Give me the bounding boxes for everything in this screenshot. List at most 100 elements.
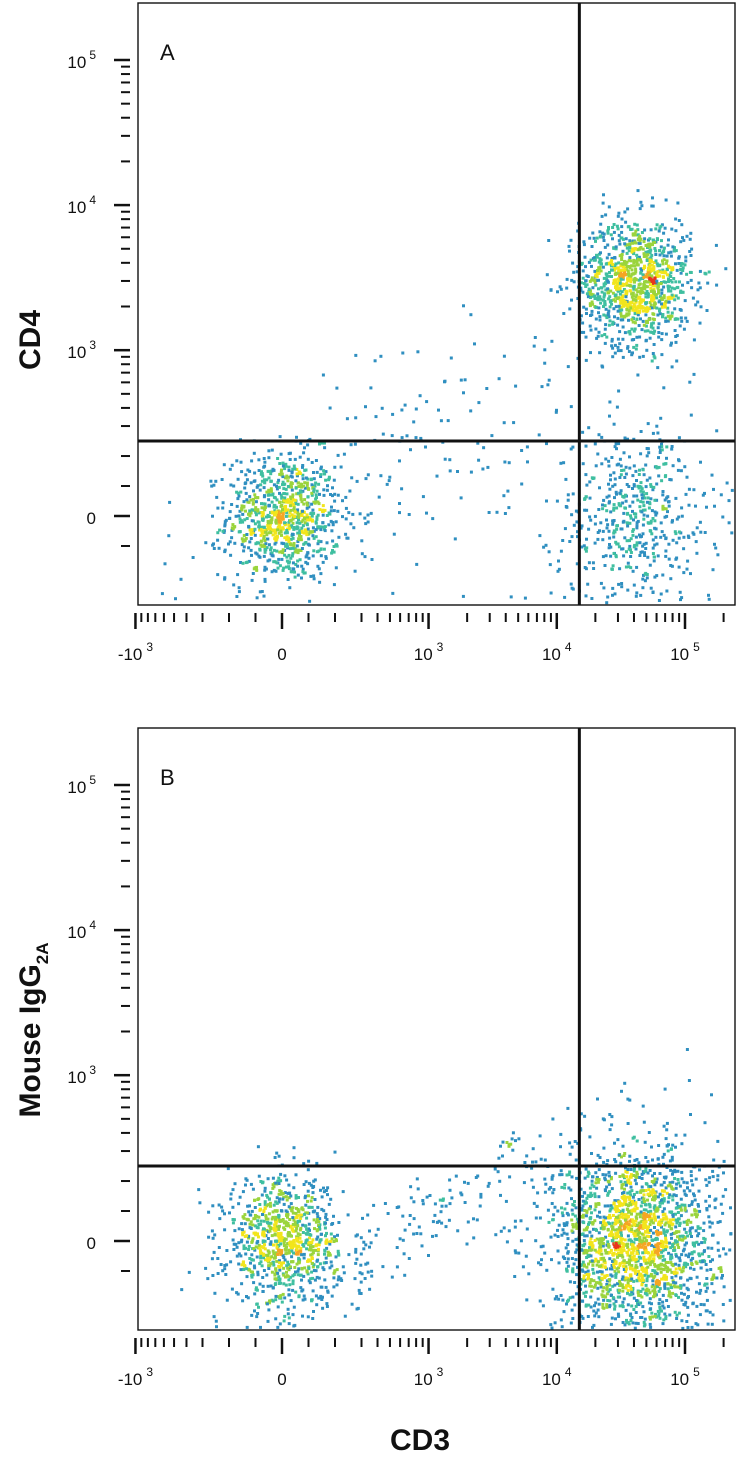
event-dot bbox=[640, 1245, 644, 1249]
event-dot bbox=[385, 482, 389, 486]
event-dot bbox=[224, 1273, 228, 1276]
event-dot bbox=[663, 462, 667, 466]
event-dot bbox=[592, 258, 596, 262]
event-dot bbox=[642, 504, 646, 508]
event-dot bbox=[593, 1304, 596, 1308]
event-dot bbox=[677, 565, 681, 569]
event-dot bbox=[664, 1236, 668, 1240]
event-dot bbox=[263, 1186, 267, 1190]
event-dot bbox=[675, 1240, 679, 1244]
event-dot bbox=[581, 1232, 585, 1236]
event-dot bbox=[281, 548, 285, 552]
event-dot bbox=[273, 1273, 277, 1277]
event-dot bbox=[503, 460, 507, 464]
event-dot bbox=[712, 1290, 716, 1294]
event-dot bbox=[652, 312, 656, 316]
event-dot bbox=[576, 265, 580, 269]
event-dot bbox=[575, 1217, 579, 1221]
event-dot bbox=[290, 497, 293, 501]
event-dot bbox=[303, 521, 307, 525]
event-dot bbox=[280, 557, 284, 561]
event-dot bbox=[643, 306, 647, 310]
event-dot bbox=[297, 485, 301, 488]
event-dot bbox=[339, 465, 343, 469]
event-dot bbox=[351, 512, 355, 516]
event-dot bbox=[268, 1258, 272, 1262]
event-dot bbox=[267, 488, 271, 492]
event-dot bbox=[278, 1218, 282, 1222]
event-dot bbox=[628, 539, 631, 543]
event-dot bbox=[655, 1237, 659, 1241]
event-dot bbox=[632, 1193, 636, 1196]
event-dot bbox=[252, 1247, 256, 1250]
event-dot bbox=[658, 1305, 662, 1309]
event-dot bbox=[197, 1188, 201, 1192]
event-dot bbox=[310, 1205, 314, 1209]
event-dot bbox=[565, 1201, 569, 1205]
event-dot bbox=[636, 313, 640, 317]
event-dot bbox=[635, 524, 639, 528]
event-dot bbox=[659, 535, 663, 539]
event-dot bbox=[235, 1254, 239, 1258]
event-dot bbox=[613, 483, 617, 487]
event-dot bbox=[283, 1174, 287, 1178]
event-dot bbox=[599, 269, 603, 273]
event-dot bbox=[642, 1320, 646, 1324]
event-dot bbox=[284, 565, 288, 569]
event-dot bbox=[635, 1172, 639, 1176]
event-dot bbox=[626, 269, 630, 273]
event-dot bbox=[291, 498, 295, 502]
event-dot bbox=[621, 355, 625, 359]
event-dot bbox=[659, 270, 663, 274]
event-dot bbox=[304, 555, 308, 559]
event-dot bbox=[640, 487, 644, 491]
event-dot bbox=[391, 591, 395, 595]
event-dot bbox=[623, 1187, 626, 1191]
event-dot bbox=[291, 536, 295, 540]
event-dot bbox=[272, 1228, 276, 1232]
event-dot bbox=[300, 564, 304, 568]
event-dot bbox=[653, 1172, 656, 1175]
event-dot bbox=[469, 470, 473, 474]
event-dot bbox=[547, 378, 551, 382]
event-dot bbox=[646, 555, 650, 559]
event-dot bbox=[311, 518, 314, 522]
event-dot bbox=[589, 258, 593, 262]
event-dot bbox=[627, 1210, 631, 1214]
event-dot bbox=[625, 1250, 629, 1254]
event-dot bbox=[623, 1323, 627, 1327]
event-dot bbox=[256, 1270, 260, 1274]
event-dot bbox=[262, 535, 266, 538]
event-dot bbox=[481, 467, 485, 471]
event-dot bbox=[319, 547, 323, 551]
event-dot bbox=[594, 239, 597, 243]
event-dot bbox=[280, 1251, 284, 1255]
event-dot bbox=[665, 267, 669, 271]
event-dot bbox=[251, 1270, 254, 1274]
event-dot bbox=[591, 1221, 595, 1224]
event-dot bbox=[349, 522, 353, 526]
event-dot bbox=[667, 273, 671, 277]
event-dot bbox=[690, 1202, 694, 1206]
event-dot bbox=[260, 502, 263, 506]
event-dot bbox=[665, 254, 669, 258]
event-dot bbox=[275, 484, 278, 488]
event-dot bbox=[321, 521, 325, 525]
event-dot bbox=[605, 1283, 609, 1286]
event-dot bbox=[243, 1213, 247, 1217]
event-dot bbox=[266, 493, 270, 497]
event-dot bbox=[640, 269, 644, 273]
event-dot bbox=[589, 1305, 593, 1309]
event-dot bbox=[584, 549, 588, 553]
event-dot bbox=[212, 1315, 216, 1319]
event-dot bbox=[263, 548, 267, 551]
event-dot bbox=[607, 459, 611, 463]
event-dot bbox=[285, 1198, 289, 1202]
event-dot bbox=[321, 509, 325, 513]
event-dot bbox=[315, 500, 319, 504]
event-dot bbox=[592, 236, 596, 240]
event-dot bbox=[276, 566, 280, 570]
event-dot bbox=[639, 430, 643, 433]
event-dot bbox=[612, 422, 616, 426]
event-dot bbox=[246, 1296, 250, 1300]
